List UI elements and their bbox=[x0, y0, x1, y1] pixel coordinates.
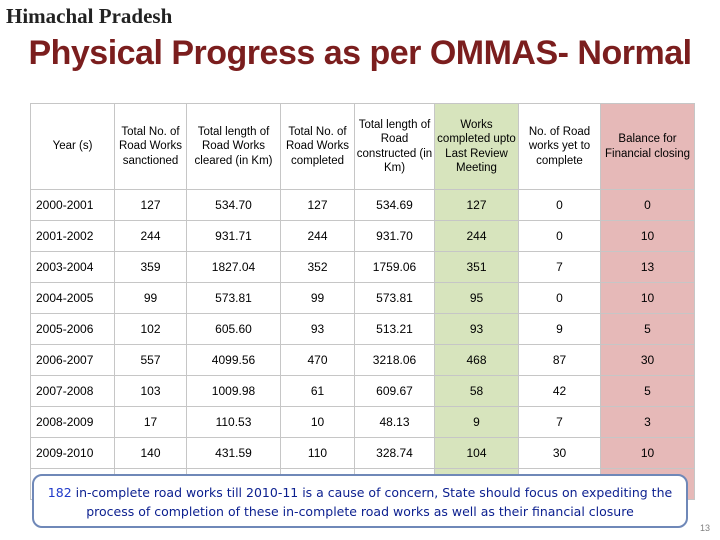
note-count: 182 bbox=[47, 485, 72, 500]
cell-completed-last-review: 9 bbox=[434, 406, 519, 438]
cell-length-constructed: 573.81 bbox=[354, 282, 435, 314]
cell-length-cleared: 110.53 bbox=[186, 406, 281, 438]
cell-completed: 10 bbox=[280, 406, 355, 438]
cell-balance-financial-closing: 13 bbox=[600, 251, 695, 283]
cell-yet-to-complete: 7 bbox=[518, 251, 601, 283]
header-year: Year (s) bbox=[30, 103, 115, 190]
cell-length-constructed: 328.74 bbox=[354, 437, 435, 469]
cell-length-cleared: 534.70 bbox=[186, 189, 281, 221]
cell-length-cleared: 605.60 bbox=[186, 313, 281, 345]
concern-note: 182 in-complete road works till 2010-11 … bbox=[32, 474, 688, 528]
cell-completed: 352 bbox=[280, 251, 355, 283]
cell-completed-last-review: 127 bbox=[434, 189, 519, 221]
cell-sanctioned: 99 bbox=[114, 282, 187, 314]
note-text: in-complete road works till 2010-11 is a… bbox=[71, 485, 673, 519]
cell-length-constructed: 931.70 bbox=[354, 220, 435, 252]
physical-progress-table: Year (s) Total No. of Road Works sanctio… bbox=[30, 103, 695, 500]
cell-completed: 470 bbox=[280, 344, 355, 376]
cell-completed-last-review: 468 bbox=[434, 344, 519, 376]
page-title: Physical Progress as per OMMAS- Normal bbox=[28, 34, 692, 72]
cell-sanctioned: 359 bbox=[114, 251, 187, 283]
cell-year: 2004-2005 bbox=[30, 282, 115, 314]
table-row: 2007-2008 103 1009.98 61 609.67 58 42 5 bbox=[30, 375, 695, 407]
cell-balance-financial-closing: 3 bbox=[600, 406, 695, 438]
cell-length-cleared: 1009.98 bbox=[186, 375, 281, 407]
cell-length-cleared: 573.81 bbox=[186, 282, 281, 314]
cell-yet-to-complete: 7 bbox=[518, 406, 601, 438]
cell-length-cleared: 931.71 bbox=[186, 220, 281, 252]
cell-completed: 99 bbox=[280, 282, 355, 314]
cell-sanctioned: 140 bbox=[114, 437, 187, 469]
header-sanctioned: Total No. of Road Works sanctioned bbox=[114, 103, 187, 190]
cell-balance-financial-closing: 5 bbox=[600, 375, 695, 407]
cell-yet-to-complete: 9 bbox=[518, 313, 601, 345]
cell-completed-last-review: 104 bbox=[434, 437, 519, 469]
cell-length-constructed: 534.69 bbox=[354, 189, 435, 221]
table-row: 2006-2007 557 4099.56 470 3218.06 468 87 30 bbox=[30, 344, 695, 376]
table-row: 2004-2005 99 573.81 99 573.81 95 0 10 bbox=[30, 282, 695, 314]
header-yet-to-complete: No. of Road works yet to complete bbox=[518, 103, 601, 190]
cell-sanctioned: 17 bbox=[114, 406, 187, 438]
cell-yet-to-complete: 0 bbox=[518, 189, 601, 221]
cell-length-constructed: 48.13 bbox=[354, 406, 435, 438]
cell-length-constructed: 1759.06 bbox=[354, 251, 435, 283]
cell-yet-to-complete: 0 bbox=[518, 220, 601, 252]
cell-year: 2001-2002 bbox=[30, 220, 115, 252]
header-completed-last-review: Works completed upto Last Review Meeting bbox=[434, 103, 519, 190]
header-length-constructed: Total length of Road constructed (in Km) bbox=[354, 103, 435, 190]
cell-yet-to-complete: 30 bbox=[518, 437, 601, 469]
cell-yet-to-complete: 87 bbox=[518, 344, 601, 376]
table-row: 2001-2002 244 931.71 244 931.70 244 0 10 bbox=[30, 220, 695, 252]
cell-year: 2008-2009 bbox=[30, 406, 115, 438]
cell-year: 2005-2006 bbox=[30, 313, 115, 345]
header-length-cleared: Total length of Road Works cleared (in K… bbox=[186, 103, 281, 190]
table-row: 2000-2001 127 534.70 127 534.69 127 0 0 bbox=[30, 189, 695, 221]
cell-sanctioned: 103 bbox=[114, 375, 187, 407]
cell-completed: 93 bbox=[280, 313, 355, 345]
cell-length-constructed: 609.67 bbox=[354, 375, 435, 407]
cell-completed-last-review: 95 bbox=[434, 282, 519, 314]
cell-completed: 127 bbox=[280, 189, 355, 221]
cell-year: 2006-2007 bbox=[30, 344, 115, 376]
cell-balance-financial-closing: 0 bbox=[600, 189, 695, 221]
cell-completed-last-review: 244 bbox=[434, 220, 519, 252]
cell-balance-financial-closing: 30 bbox=[600, 344, 695, 376]
page-number: 13 bbox=[699, 523, 710, 533]
cell-length-constructed: 3218.06 bbox=[354, 344, 435, 376]
cell-balance-financial-closing: 5 bbox=[600, 313, 695, 345]
table-row: 2008-2009 17 110.53 10 48.13 9 7 3 bbox=[30, 406, 695, 438]
cell-completed: 244 bbox=[280, 220, 355, 252]
header-completed: Total No. of Road Works completed bbox=[280, 103, 355, 190]
cell-sanctioned: 102 bbox=[114, 313, 187, 345]
cell-completed: 110 bbox=[280, 437, 355, 469]
cell-sanctioned: 127 bbox=[114, 189, 187, 221]
cell-length-constructed: 513.21 bbox=[354, 313, 435, 345]
state-title: Himachal Pradesh bbox=[6, 4, 173, 28]
cell-length-cleared: 431.59 bbox=[186, 437, 281, 469]
cell-completed-last-review: 93 bbox=[434, 313, 519, 345]
cell-completed-last-review: 58 bbox=[434, 375, 519, 407]
cell-balance-financial-closing: 10 bbox=[600, 220, 695, 252]
cell-length-cleared: 4099.56 bbox=[186, 344, 281, 376]
cell-completed-last-review: 351 bbox=[434, 251, 519, 283]
cell-completed: 61 bbox=[280, 375, 355, 407]
table-header-row: Year (s) Total No. of Road Works sanctio… bbox=[30, 103, 695, 190]
table-body: 2000-2001 127 534.70 127 534.69 127 0 0 2001-200… bbox=[30, 189, 695, 500]
cell-year: 2000-2001 bbox=[30, 189, 115, 221]
cell-yet-to-complete: 0 bbox=[518, 282, 601, 314]
cell-sanctioned: 557 bbox=[114, 344, 187, 376]
cell-balance-financial-closing: 10 bbox=[600, 282, 695, 314]
cell-year: 2003-2004 bbox=[30, 251, 115, 283]
table-row: 2003-2004 359 1827.04 352 1759.06 351 7 13 bbox=[30, 251, 695, 283]
cell-balance-financial-closing: 10 bbox=[600, 437, 695, 469]
cell-year: 2009-2010 bbox=[30, 437, 115, 469]
table-row: 2009-2010 140 431.59 110 328.74 104 30 10 bbox=[30, 437, 695, 469]
cell-year: 2007-2008 bbox=[30, 375, 115, 407]
table-row: 2005-2006 102 605.60 93 513.21 93 9 5 bbox=[30, 313, 695, 345]
cell-length-cleared: 1827.04 bbox=[186, 251, 281, 283]
cell-sanctioned: 244 bbox=[114, 220, 187, 252]
cell-yet-to-complete: 42 bbox=[518, 375, 601, 407]
header-balance-financial-closing: Balance for Financial closing bbox=[600, 103, 695, 190]
